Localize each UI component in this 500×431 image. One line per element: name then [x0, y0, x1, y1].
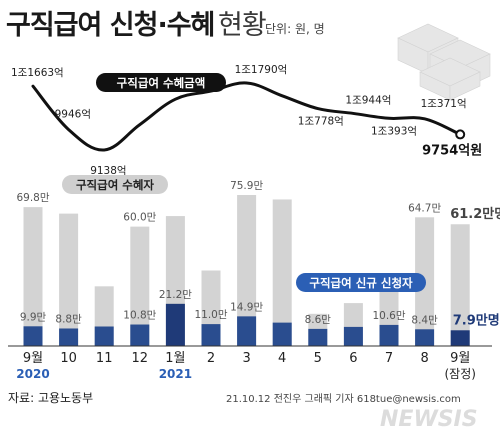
x-tick-label: 9월	[23, 351, 43, 366]
total-bar	[450, 224, 470, 346]
new-bar	[23, 326, 43, 346]
x-tick-label: 8	[420, 351, 428, 366]
total-bar-label: 60.0만	[123, 212, 156, 224]
new-bar	[308, 328, 328, 346]
chart-title-main: 구직급여 신청·수혜	[6, 10, 214, 41]
x-tick-label: 3	[242, 351, 250, 366]
total-bar	[130, 226, 150, 346]
new-bar-label: 11.0만	[194, 309, 227, 321]
x-tick-label: 7	[385, 351, 393, 366]
provisional-note: (잠정)	[444, 367, 475, 381]
money-stack-illustration	[397, 23, 491, 101]
tag-new-series: 구직급여 신규 신청자	[296, 273, 426, 292]
new-bar	[379, 324, 399, 346]
new-bar-label: 7.9만명	[453, 312, 500, 328]
new-bar	[415, 329, 435, 346]
new-bar	[450, 330, 470, 346]
tag-new-series-text: 구직급여 신규 신청자	[309, 276, 413, 290]
new-bar	[237, 316, 257, 346]
line-data-label: 9138억	[90, 165, 126, 177]
line-data-label: 1조944억	[345, 94, 391, 106]
x-year-label: 2021	[159, 367, 192, 381]
total-bar-label: 64.7만	[408, 202, 441, 214]
line-data-label: 1조371억	[421, 98, 467, 110]
new-bar-label: 21.2만	[159, 289, 192, 301]
new-bar-label: 10.8만	[123, 310, 156, 322]
chart-title-sub: 현황	[218, 10, 266, 41]
new-bar	[165, 303, 185, 346]
x-tick-label: 10	[60, 351, 77, 366]
tag-total-series-text: 구직급여 수혜자	[76, 178, 154, 192]
tag-line-series-text: 구직급여 수혜금액	[117, 76, 206, 90]
new-bar-label: 8.8만	[55, 313, 82, 325]
new-bar-label: 14.9만	[230, 301, 263, 313]
total-bar	[23, 207, 43, 346]
x-tick-label: 11	[96, 351, 113, 366]
x-tick-label: 2	[207, 351, 215, 366]
line-end-point	[455, 129, 466, 140]
line-data-label: 1조1663억	[11, 67, 64, 79]
new-bar	[272, 322, 292, 346]
credit-text: 21.10.12 전진우 그래픽 기자 618tue@newsis.com	[226, 393, 461, 405]
new-bar-label: 8.6만	[305, 314, 332, 326]
x-tick-label: 6	[349, 351, 357, 366]
new-bar	[201, 324, 221, 346]
x-tick-label: 12	[132, 351, 149, 366]
line-data-label: 9946억	[55, 109, 91, 121]
total-bar	[272, 199, 292, 346]
total-bar	[237, 195, 257, 346]
newsis-watermark: NEWSIS	[380, 407, 478, 431]
x-tick-label: 5	[314, 351, 322, 366]
tag-total-series: 구직급여 수혜자	[62, 175, 168, 194]
total-bar	[59, 213, 79, 346]
new-bar	[130, 324, 150, 346]
new-bars-layer	[23, 303, 470, 346]
labels-layer: 1조1663억9946억9138억1조1149억1조1790억1조778억1조9…	[11, 64, 500, 328]
total-bar-label: 61.2만명	[450, 206, 500, 222]
line-data-label: 1조778억	[298, 116, 344, 128]
new-bar	[343, 326, 363, 346]
tag-line-series: 구직급여 수혜금액	[96, 73, 226, 92]
new-bar-label: 8.4만	[411, 314, 438, 326]
total-bar-label: 69.8만	[16, 192, 49, 204]
new-bar	[94, 326, 114, 346]
new-bar	[59, 328, 79, 346]
line-data-label: 1조393억	[371, 125, 417, 137]
source-text: 자료: 고용노동부	[8, 391, 93, 405]
new-bar-label: 10.6만	[372, 310, 405, 322]
x-tick-label: 9월	[450, 351, 470, 366]
line-data-label: 1조1790억	[235, 64, 288, 76]
line-series-path	[31, 81, 462, 152]
line-data-label: 9754억원	[422, 143, 482, 158]
x-tick-label: 4	[278, 351, 286, 366]
new-bar-label: 9.9만	[20, 311, 47, 323]
x-tick-label: 1월	[165, 351, 185, 366]
total-bar-label: 75.9만	[230, 180, 263, 192]
x-year-label: 2020	[16, 367, 49, 381]
line-layer	[31, 81, 466, 152]
unit-label: 단위: 원, 명	[265, 22, 325, 36]
